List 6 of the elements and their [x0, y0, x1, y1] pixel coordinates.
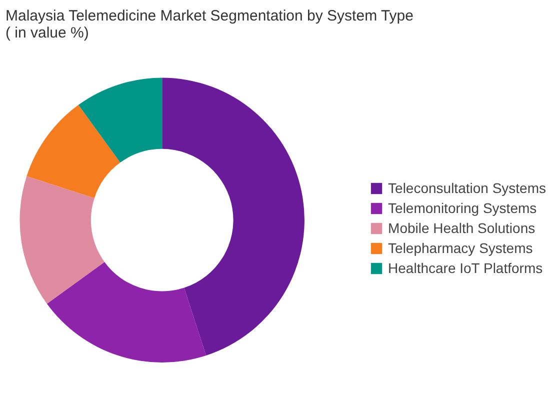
legend-label: Telemonitoring Systems [388, 200, 537, 216]
legend-label: Healthcare IoT Platforms [388, 260, 543, 276]
legend-label: Telepharmacy Systems [388, 240, 533, 256]
chart-title: Malaysia Telemedicine Market Segmentation by System Type ( in value %) [6, 8, 414, 42]
legend-label: Teleconsultation Systems [388, 180, 546, 196]
legend-label: Mobile Health Solutions [388, 220, 536, 236]
